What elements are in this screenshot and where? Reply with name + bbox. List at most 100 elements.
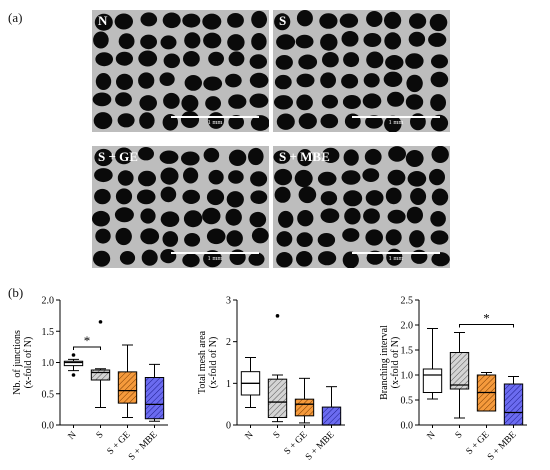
mesh-hole	[249, 211, 267, 228]
mesh-hole	[278, 210, 294, 228]
mesh-hole	[341, 73, 359, 89]
mesh-hole	[387, 209, 406, 224]
mesh-hole	[249, 93, 269, 108]
mesh-hole	[118, 33, 135, 50]
mesh-hole	[227, 13, 244, 28]
outlier-point	[98, 320, 103, 324]
mesh-hole	[250, 190, 268, 204]
mesh-hole	[384, 32, 402, 50]
mesh-hole	[365, 229, 383, 246]
x-tick-label: S	[95, 430, 106, 441]
mesh-hole	[274, 74, 292, 90]
mesh-hole	[182, 189, 200, 204]
box-body	[321, 406, 342, 426]
y-tick-label: 3	[226, 296, 231, 307]
scale-bar-text: 1 mm	[207, 255, 223, 262]
mesh-hole	[365, 190, 384, 206]
mesh-hole	[366, 51, 384, 69]
y-axis-label-line: (x-fold of N)	[208, 337, 219, 389]
scale-bar: 1 mm	[171, 252, 259, 262]
mesh-hole	[410, 188, 427, 205]
y-tick-label: 0.5	[42, 389, 55, 400]
mesh-hole	[115, 188, 133, 205]
significance-label: *	[483, 311, 490, 326]
mesh-hole	[273, 150, 291, 164]
mesh-hole	[163, 92, 180, 109]
mesh-hole	[136, 189, 156, 205]
mesh-hole	[317, 171, 337, 186]
box-s-ge	[117, 344, 138, 418]
mesh-hole	[388, 146, 406, 162]
mesh-hole	[406, 206, 423, 224]
mesh-hole	[203, 147, 220, 163]
mesh-hole	[387, 91, 405, 107]
y-tick-label: 0.0	[401, 421, 414, 432]
mesh-hole	[117, 113, 135, 128]
mesh-hole	[203, 76, 223, 91]
mesh-hole	[92, 92, 112, 107]
mesh-hole	[431, 188, 449, 206]
mesh-hole	[95, 228, 111, 244]
mesh-hole	[276, 34, 296, 50]
mesh-hole	[248, 252, 265, 266]
mesh-hole	[140, 208, 156, 224]
mesh-hole	[276, 252, 293, 268]
mesh-hole	[249, 72, 269, 88]
mesh-hole	[117, 170, 134, 186]
mesh-hole	[181, 151, 200, 166]
mesh-hole	[250, 171, 268, 187]
mesh-hole	[407, 171, 427, 187]
box-s	[267, 314, 288, 423]
mesh-hole	[225, 73, 242, 88]
mesh-hole	[138, 147, 154, 161]
mesh-hole	[296, 251, 313, 267]
mesh-hole	[343, 190, 363, 207]
box-body	[117, 371, 138, 404]
mesh-hole	[159, 150, 179, 164]
mesh-hole	[208, 51, 224, 66]
significance-bracket	[73, 346, 101, 350]
y-tick-label: 1.0	[401, 371, 414, 382]
panel-b-label: (b)	[8, 285, 24, 300]
mesh-hole	[95, 73, 112, 90]
vessel-background	[273, 10, 450, 132]
mesh-hole	[295, 34, 314, 49]
mesh-hole	[228, 170, 244, 184]
mesh-hole	[181, 94, 199, 112]
micrograph-label: S	[279, 13, 287, 28]
mesh-hole	[319, 13, 338, 29]
mesh-hole	[297, 149, 313, 167]
mesh-hole	[343, 52, 360, 68]
mesh-hole	[276, 231, 293, 247]
mesh-hole	[274, 186, 291, 203]
mesh-hole	[366, 11, 383, 27]
y-tick-label: 2	[226, 337, 231, 348]
mesh-hole	[409, 230, 425, 248]
mesh-hole	[341, 170, 361, 185]
micrograph-s: S 1 mm	[273, 10, 450, 132]
mesh-hole	[428, 32, 447, 47]
mesh-hole	[95, 52, 113, 67]
mesh-hole	[342, 95, 361, 109]
y-axis-label-line: (x-fold of N)	[390, 337, 401, 389]
significance-bracket	[459, 324, 514, 328]
mesh-hole	[409, 13, 427, 29]
scale-bar-text: 1 mm	[388, 119, 404, 126]
mesh-hole	[114, 13, 133, 30]
mesh-hole	[405, 94, 424, 110]
box-s-mbe	[144, 363, 165, 422]
mesh-hole	[294, 169, 313, 188]
box-body	[422, 368, 443, 393]
mesh-hole	[430, 211, 446, 227]
mesh-hole	[322, 52, 339, 68]
mesh-hole	[139, 112, 155, 129]
mesh-hole	[318, 251, 337, 266]
scale-bar-text: 1 mm	[207, 119, 223, 126]
y-tick-label: 2.0	[42, 296, 55, 307]
vessel-network-image	[92, 146, 269, 268]
mesh-hole	[363, 33, 382, 47]
mesh-hole	[183, 167, 199, 184]
mesh-hole	[344, 207, 361, 225]
mesh-hole	[296, 232, 313, 247]
box-s	[449, 332, 470, 419]
